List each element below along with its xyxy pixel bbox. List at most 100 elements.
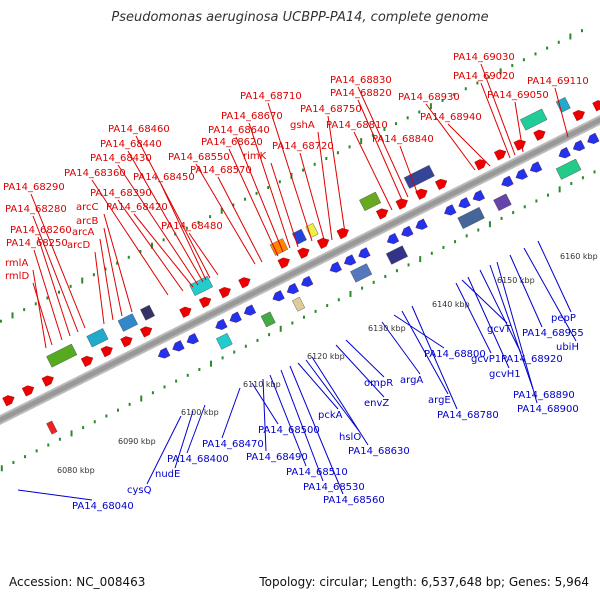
tick-mark [547,193,550,197]
leader-line [381,321,421,375]
tick-mark [302,315,305,319]
forward-gene-arrow [572,110,585,122]
leader-line [267,102,313,242]
forward-gene-arrow [513,139,526,151]
tick-mark [523,205,526,209]
feature-box [305,223,319,238]
tick-mark [268,333,271,337]
leader-line [297,362,339,410]
tick-mark [499,68,502,75]
reverse-gene-arrow [301,275,314,287]
tick-mark [92,273,95,277]
gene-label: PA14_68420 [106,202,168,213]
map-title: Pseudomonas aeruginosa UCBPP-PA14, compl… [111,10,489,25]
tick-mark [454,240,457,244]
leader-line [411,305,458,410]
leader-line [188,232,219,276]
tick-mark [58,437,61,441]
leader-line [146,415,182,485]
tick-mark [209,215,212,219]
leader-line [289,365,344,495]
leader-line [480,82,511,159]
tick-mark [371,133,374,137]
reverse-gene-arrow [329,261,342,273]
tick-mark [302,168,305,172]
tick-mark [580,29,583,33]
tick-mark [256,338,259,342]
tick-mark [244,344,247,348]
forward-gene-arrow [179,306,192,318]
forward-gene-arrow [297,247,310,259]
gene-label: PA14_68890 [513,390,575,401]
gene-label: PA14_68290 [3,182,65,193]
kbp-label: 6080 kbp [57,466,95,475]
forward-gene-arrow [277,257,290,269]
tick-mark [47,443,50,447]
tick-mark [278,180,281,184]
leader-line [94,251,105,325]
leader-line [117,199,184,292]
kbp-label: 6140 kbp [432,300,470,309]
tick-mark [12,460,15,464]
gene-label: gcvH1 [489,369,521,380]
gene-label: rimK [243,151,267,162]
kbp-label: 6090 kbp [118,437,156,446]
gene-label: PA14_68670 [221,111,283,122]
tick-mark [104,267,107,271]
tick-mark [453,93,456,97]
gene-label: ompR [364,378,393,389]
forward-gene-arrow [434,178,448,191]
forward-gene-arrow [218,287,231,299]
tick-mark [534,52,537,56]
tick-mark [11,312,14,319]
leader-line [33,249,63,341]
kbp-label: 6110 kbp [243,380,281,389]
leader-line [327,115,346,234]
leader-line [30,193,86,329]
feature-box [86,328,109,348]
tick-mark [209,360,212,367]
backbone-line [0,117,600,423]
leader-line [133,213,194,288]
gene-label: PA14_69050 [487,90,549,101]
leader-line [467,276,510,369]
leader-line [514,101,524,153]
leader-line [335,344,385,398]
feature-box [117,313,138,332]
forward-gene-arrow [2,395,15,407]
forward-gene-arrow [21,385,35,397]
tick-mark [162,238,165,242]
leader-line [127,150,204,283]
reverse-gene-arrow [529,161,543,173]
tick-mark [372,280,375,284]
tick-mark [81,277,84,284]
tick-mark [175,379,178,383]
forward-gene-arrow [395,198,408,210]
gene-label: PA14_68360 [64,168,126,179]
tick-mark [186,373,189,377]
leader-line [353,131,393,211]
tick-mark [430,251,433,255]
feature-box [555,97,571,113]
gene-label: PA14_68750 [300,104,362,115]
feature-box [260,311,276,328]
tick-mark [465,234,468,238]
leader-line [311,356,369,446]
forward-gene-arrow [493,149,507,161]
gene-label: PA14_68500 [258,425,320,436]
gene-label: PA14_68800 [424,349,486,360]
gene-label: PA14_69110 [527,76,589,87]
tick-mark [325,157,328,161]
leader-line [479,269,522,354]
gene-label: rmlA [5,258,28,269]
gene-label: PA14_69030 [453,52,515,63]
tick-mark [546,46,549,50]
tick-mark [349,290,352,297]
gene-label: hslO [339,432,361,443]
tick-mark [34,302,37,306]
leader-line [262,378,267,452]
gene-label: PA14_68780 [437,410,499,421]
kbp-label: 6160 kbp [560,252,598,261]
gene-label: PA14_68820 [330,88,392,99]
leader-line [455,282,492,354]
